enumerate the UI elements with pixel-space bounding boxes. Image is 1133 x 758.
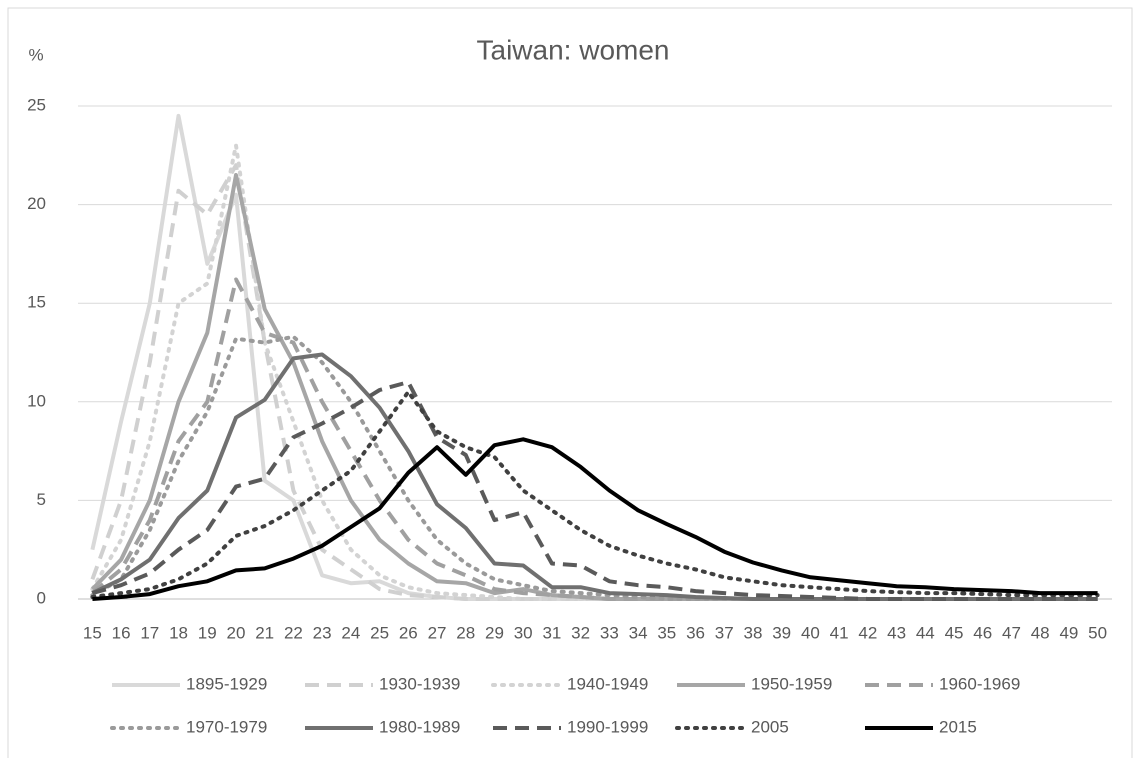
x-tick-label: 22 (284, 623, 303, 642)
x-tick-label: 28 (456, 623, 475, 642)
x-tick-label: 35 (657, 623, 676, 642)
series-line (91, 352, 1098, 601)
series-line (90, 173, 1098, 601)
x-tick-label: 31 (542, 623, 561, 642)
legend-label: 1950-1959 (751, 674, 832, 693)
x-tick-label: 37 (715, 623, 734, 642)
x-tick-label: 30 (514, 623, 533, 642)
legend-label: 1930-1939 (379, 674, 460, 693)
x-tick-label: 18 (169, 623, 188, 642)
legend-label: 1940-1949 (567, 674, 648, 693)
x-tick-label: 43 (887, 623, 906, 642)
x-tick-label: 40 (801, 623, 820, 642)
x-tick-label: 42 (858, 623, 877, 642)
x-tick-label: 44 (916, 623, 935, 642)
y-tick-label: 15 (27, 293, 46, 312)
x-tick-label: 50 (1088, 623, 1107, 642)
y-tick-label: 10 (27, 391, 46, 410)
series-line (90, 334, 1100, 601)
x-tick-label: 19 (198, 623, 217, 642)
x-tick-label: 49 (1059, 623, 1078, 642)
x-tick-label: 47 (1002, 623, 1021, 642)
x-tick-label: 38 (744, 623, 763, 642)
x-tick-label: 36 (686, 623, 705, 642)
x-tick-label: 17 (140, 623, 159, 642)
series-line (92, 437, 1098, 601)
legend-label: 1960-1969 (939, 674, 1020, 693)
legend-label: 2015 (939, 717, 977, 736)
x-tick-label: 25 (370, 623, 389, 642)
x-tick-label: 39 (772, 623, 791, 642)
legend-label: 1990-1999 (567, 717, 648, 736)
x-tick-label: 16 (112, 623, 131, 642)
x-tick-label: 48 (1031, 623, 1050, 642)
x-tick-label: 34 (629, 623, 648, 642)
series-line (90, 163, 1098, 601)
x-tick-label: 24 (341, 623, 360, 642)
x-tick-label: 29 (485, 623, 504, 642)
series-line (91, 277, 1098, 601)
x-tick-label: 46 (973, 623, 992, 642)
y-tick-label: 5 (37, 490, 46, 509)
y-tick-label: 0 (37, 588, 46, 607)
x-tick-label: 15 (83, 623, 102, 642)
legend-label: 1895-1929 (186, 674, 267, 693)
legend-label: 1970-1979 (186, 717, 267, 736)
legend-label: 1980-1989 (379, 717, 460, 736)
x-tick-label: 45 (945, 623, 964, 642)
x-tick-label: 32 (571, 623, 590, 642)
y-axis-label: % (28, 45, 43, 64)
legend-label: 2005 (751, 717, 789, 736)
y-tick-label: 25 (27, 95, 46, 114)
chart-frame (7, 7, 1133, 758)
series-line (91, 380, 1098, 601)
x-tick-label: 33 (600, 623, 619, 642)
x-tick-label: 26 (399, 623, 418, 642)
series-line (90, 389, 1100, 599)
x-tick-label: 20 (227, 623, 246, 642)
series-line (90, 113, 1098, 601)
y-tick-label: 20 (27, 194, 46, 213)
x-tick-label: 27 (428, 623, 447, 642)
chart-title: Taiwan: women (477, 34, 670, 65)
x-tick-label: 23 (313, 623, 332, 642)
x-tick-label: 41 (830, 623, 849, 642)
x-tick-label: 21 (255, 623, 274, 642)
